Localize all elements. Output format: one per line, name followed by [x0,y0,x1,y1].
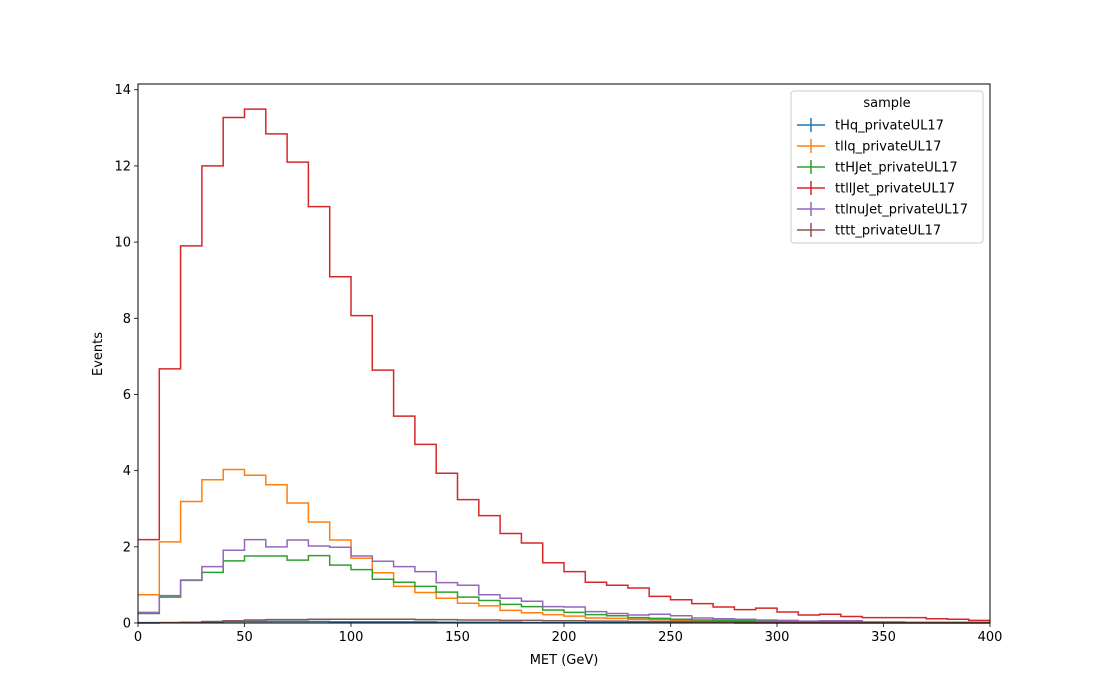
series-ttlljet-privateul17 [138,108,990,622]
legend-entry-tllq-privateul17: tllq_privateUL17 [797,139,941,155]
plot-series [138,108,990,624]
legend: sample tHq_privateUL17 tllq_privateUL17tt… [790,90,984,244]
y-tick-label: 2 [123,540,131,555]
y-tick-label: 10 [114,236,131,251]
x-tick-label: 0 [134,630,142,645]
y-tick-label: 0 [123,617,131,632]
x-tick-label: 50 [236,630,253,645]
y-axis: 0 2 4 6 8 10 12 14 [114,83,138,632]
x-tick-label: 100 [339,630,364,645]
legend-label: tttt_privateUL17 [835,224,941,239]
legend-label: ttllJet_privateUL17 [835,182,955,197]
legend-entries: tHq_privateUL17 tllq_privateUL17 ttHJet_pr… [797,118,968,239]
x-tick-label: 250 [658,630,683,645]
y-tick-label: 4 [123,464,131,479]
x-axis-label: MET (GeV) [530,653,599,668]
x-tick-label: 400 [978,630,1003,645]
legend-entry-ttlljet-privateul17: ttllJet_privateUL17 [797,181,955,197]
x-tick-label: 350 [871,630,896,645]
legend-label: ttlnuJet_privateUL17 [835,203,968,218]
y-axis-label: Events [91,332,106,376]
legend-entry-ttlnujet-privateul17: ttlnuJet_privateUL17 [797,202,968,218]
x-axis: 0 50 100 150 200 250 300 350 400 [134,623,1003,645]
legend-frame [790,90,984,244]
x-tick-label: 200 [552,630,577,645]
y-tick-label: 12 [114,159,131,174]
legend-label: tHq_privateUL17 [835,119,944,134]
series-ttlnujet-privateul17 [138,538,990,623]
x-tick-label: 150 [445,630,470,645]
series-tttt-privateul17 [138,618,990,624]
legend-entry-thq-privateul17: tHq_privateUL17 [797,118,944,134]
legend-title: sample [863,96,910,111]
y-tick-label: 8 [123,312,131,327]
y-tick-label: 6 [123,388,131,403]
x-tick-label: 300 [765,630,790,645]
legend-label: tllq_privateUL17 [835,140,941,155]
legend-entry-tthjet-privateul17: ttHJet_privateUL17 [797,160,958,176]
legend-entry-tttt-privateul17: tttt_privateUL17 [797,223,941,239]
y-tick-label: 14 [114,83,131,98]
legend-label: ttHJet_privateUL17 [835,161,958,176]
